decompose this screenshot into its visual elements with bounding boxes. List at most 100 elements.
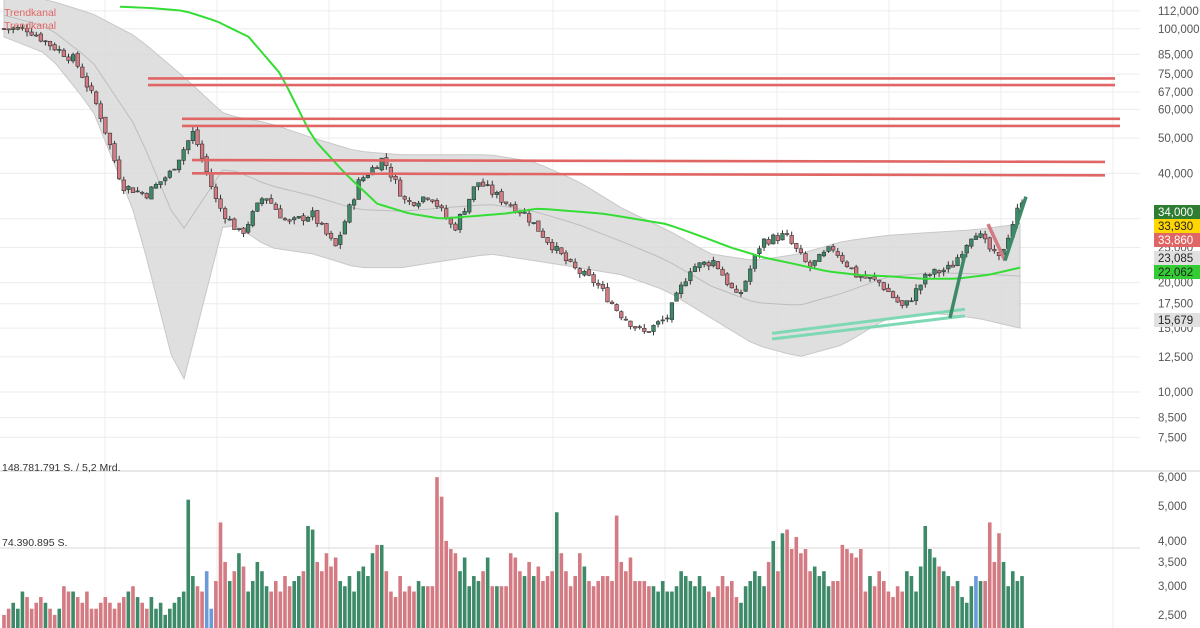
legend-item-trendkanal-2[interactable]: Trendkanal	[4, 20, 57, 32]
volume-bar	[656, 591, 660, 628]
candle-body	[936, 270, 942, 274]
candle-body	[632, 326, 638, 329]
candle-body	[167, 170, 172, 178]
candle-body	[172, 168, 177, 171]
volume-bar	[1006, 586, 1010, 628]
candle-body	[886, 287, 891, 293]
candle-body	[338, 234, 343, 245]
candle-body	[24, 28, 30, 33]
band-midline	[3, 14, 1021, 306]
volume-bar	[315, 561, 320, 628]
candle-body	[904, 300, 909, 306]
volume-bar	[103, 597, 108, 628]
volume-bar	[241, 566, 246, 628]
volume-bar	[29, 608, 34, 628]
volume-bar	[476, 581, 481, 628]
candle-body	[324, 223, 329, 235]
candle-body	[766, 239, 771, 245]
volume-bar	[614, 515, 619, 628]
candle-body	[490, 184, 495, 195]
candle-body	[149, 186, 154, 200]
volume-bar	[57, 608, 62, 628]
candle-body	[411, 202, 417, 206]
volume-bar	[918, 566, 923, 628]
candle-body	[637, 326, 642, 328]
volume-bar	[384, 571, 389, 628]
candle-body	[246, 224, 251, 233]
candle-body	[775, 235, 780, 241]
candle-body	[881, 282, 886, 290]
volume-bar	[485, 557, 490, 628]
volume-bar	[794, 537, 799, 628]
volume-bar	[108, 602, 112, 628]
volume-bar	[389, 591, 393, 628]
candle-body	[577, 268, 582, 274]
volume-bar	[499, 586, 504, 628]
candle-body	[499, 191, 504, 203]
drawn-trendlines	[148, 77, 1120, 341]
volume-bar	[149, 597, 154, 628]
volume-bar	[379, 544, 384, 628]
candle-body	[927, 274, 932, 276]
volume-bar	[398, 576, 402, 628]
candle-body	[789, 235, 794, 244]
candle-body	[531, 222, 536, 224]
candle-body	[485, 184, 490, 186]
candle-body	[425, 197, 430, 200]
price-axis-tick: 20,000	[1158, 278, 1193, 290]
candle-body	[973, 235, 979, 240]
volume-bar	[430, 586, 435, 628]
volume-bar	[98, 602, 103, 628]
candle-body	[909, 300, 914, 303]
volume-bar	[172, 602, 177, 628]
candle-body	[817, 254, 822, 262]
volume-bar	[209, 608, 214, 628]
volume-bar	[320, 571, 324, 628]
candle-body	[333, 238, 338, 247]
volume-bar	[39, 597, 43, 628]
volume-bar	[453, 553, 458, 628]
volume-bar	[702, 586, 706, 628]
candle-body	[619, 311, 624, 319]
volume-bar	[269, 591, 273, 628]
volume-bar	[352, 591, 356, 628]
candle-body	[144, 193, 149, 199]
candle-body	[591, 274, 596, 284]
volume-bar	[789, 549, 794, 628]
volume-bar	[637, 581, 642, 628]
volume-bar	[776, 571, 780, 628]
volume-bar	[310, 529, 315, 628]
candle-body	[126, 186, 131, 190]
volume-bar	[711, 597, 716, 628]
volume-bar	[541, 581, 545, 628]
volume-bar	[94, 608, 98, 628]
candle-body	[29, 31, 34, 36]
volume-bar	[297, 576, 301, 628]
volume-bar	[223, 561, 227, 628]
volume-bar	[62, 586, 66, 628]
candle-body	[665, 317, 670, 320]
volume-bar	[845, 549, 849, 628]
legend-item-trendkanal-1[interactable]: Trendkanal	[4, 7, 57, 19]
volume-bar	[863, 591, 868, 628]
volume-bar	[324, 553, 329, 628]
volume-bar	[619, 561, 624, 628]
candle-body	[554, 245, 559, 251]
volume-bar	[734, 597, 739, 628]
volume-bar	[877, 571, 882, 628]
volume-bar	[2, 614, 6, 628]
price-axis-tick: 112,000	[1158, 6, 1199, 18]
volume-bar	[181, 591, 186, 628]
volume-bar	[992, 561, 997, 628]
candle-body	[296, 216, 301, 219]
volume-bar	[716, 586, 720, 628]
candle-body	[471, 186, 476, 201]
volume-bar	[900, 591, 905, 628]
volatility-band	[3, 0, 1021, 381]
volume-bar	[71, 591, 75, 628]
candle-body	[642, 328, 647, 332]
price-axis-tick: 75,000	[1158, 69, 1193, 81]
volume-bar	[393, 597, 398, 628]
volume-bar	[264, 586, 269, 628]
